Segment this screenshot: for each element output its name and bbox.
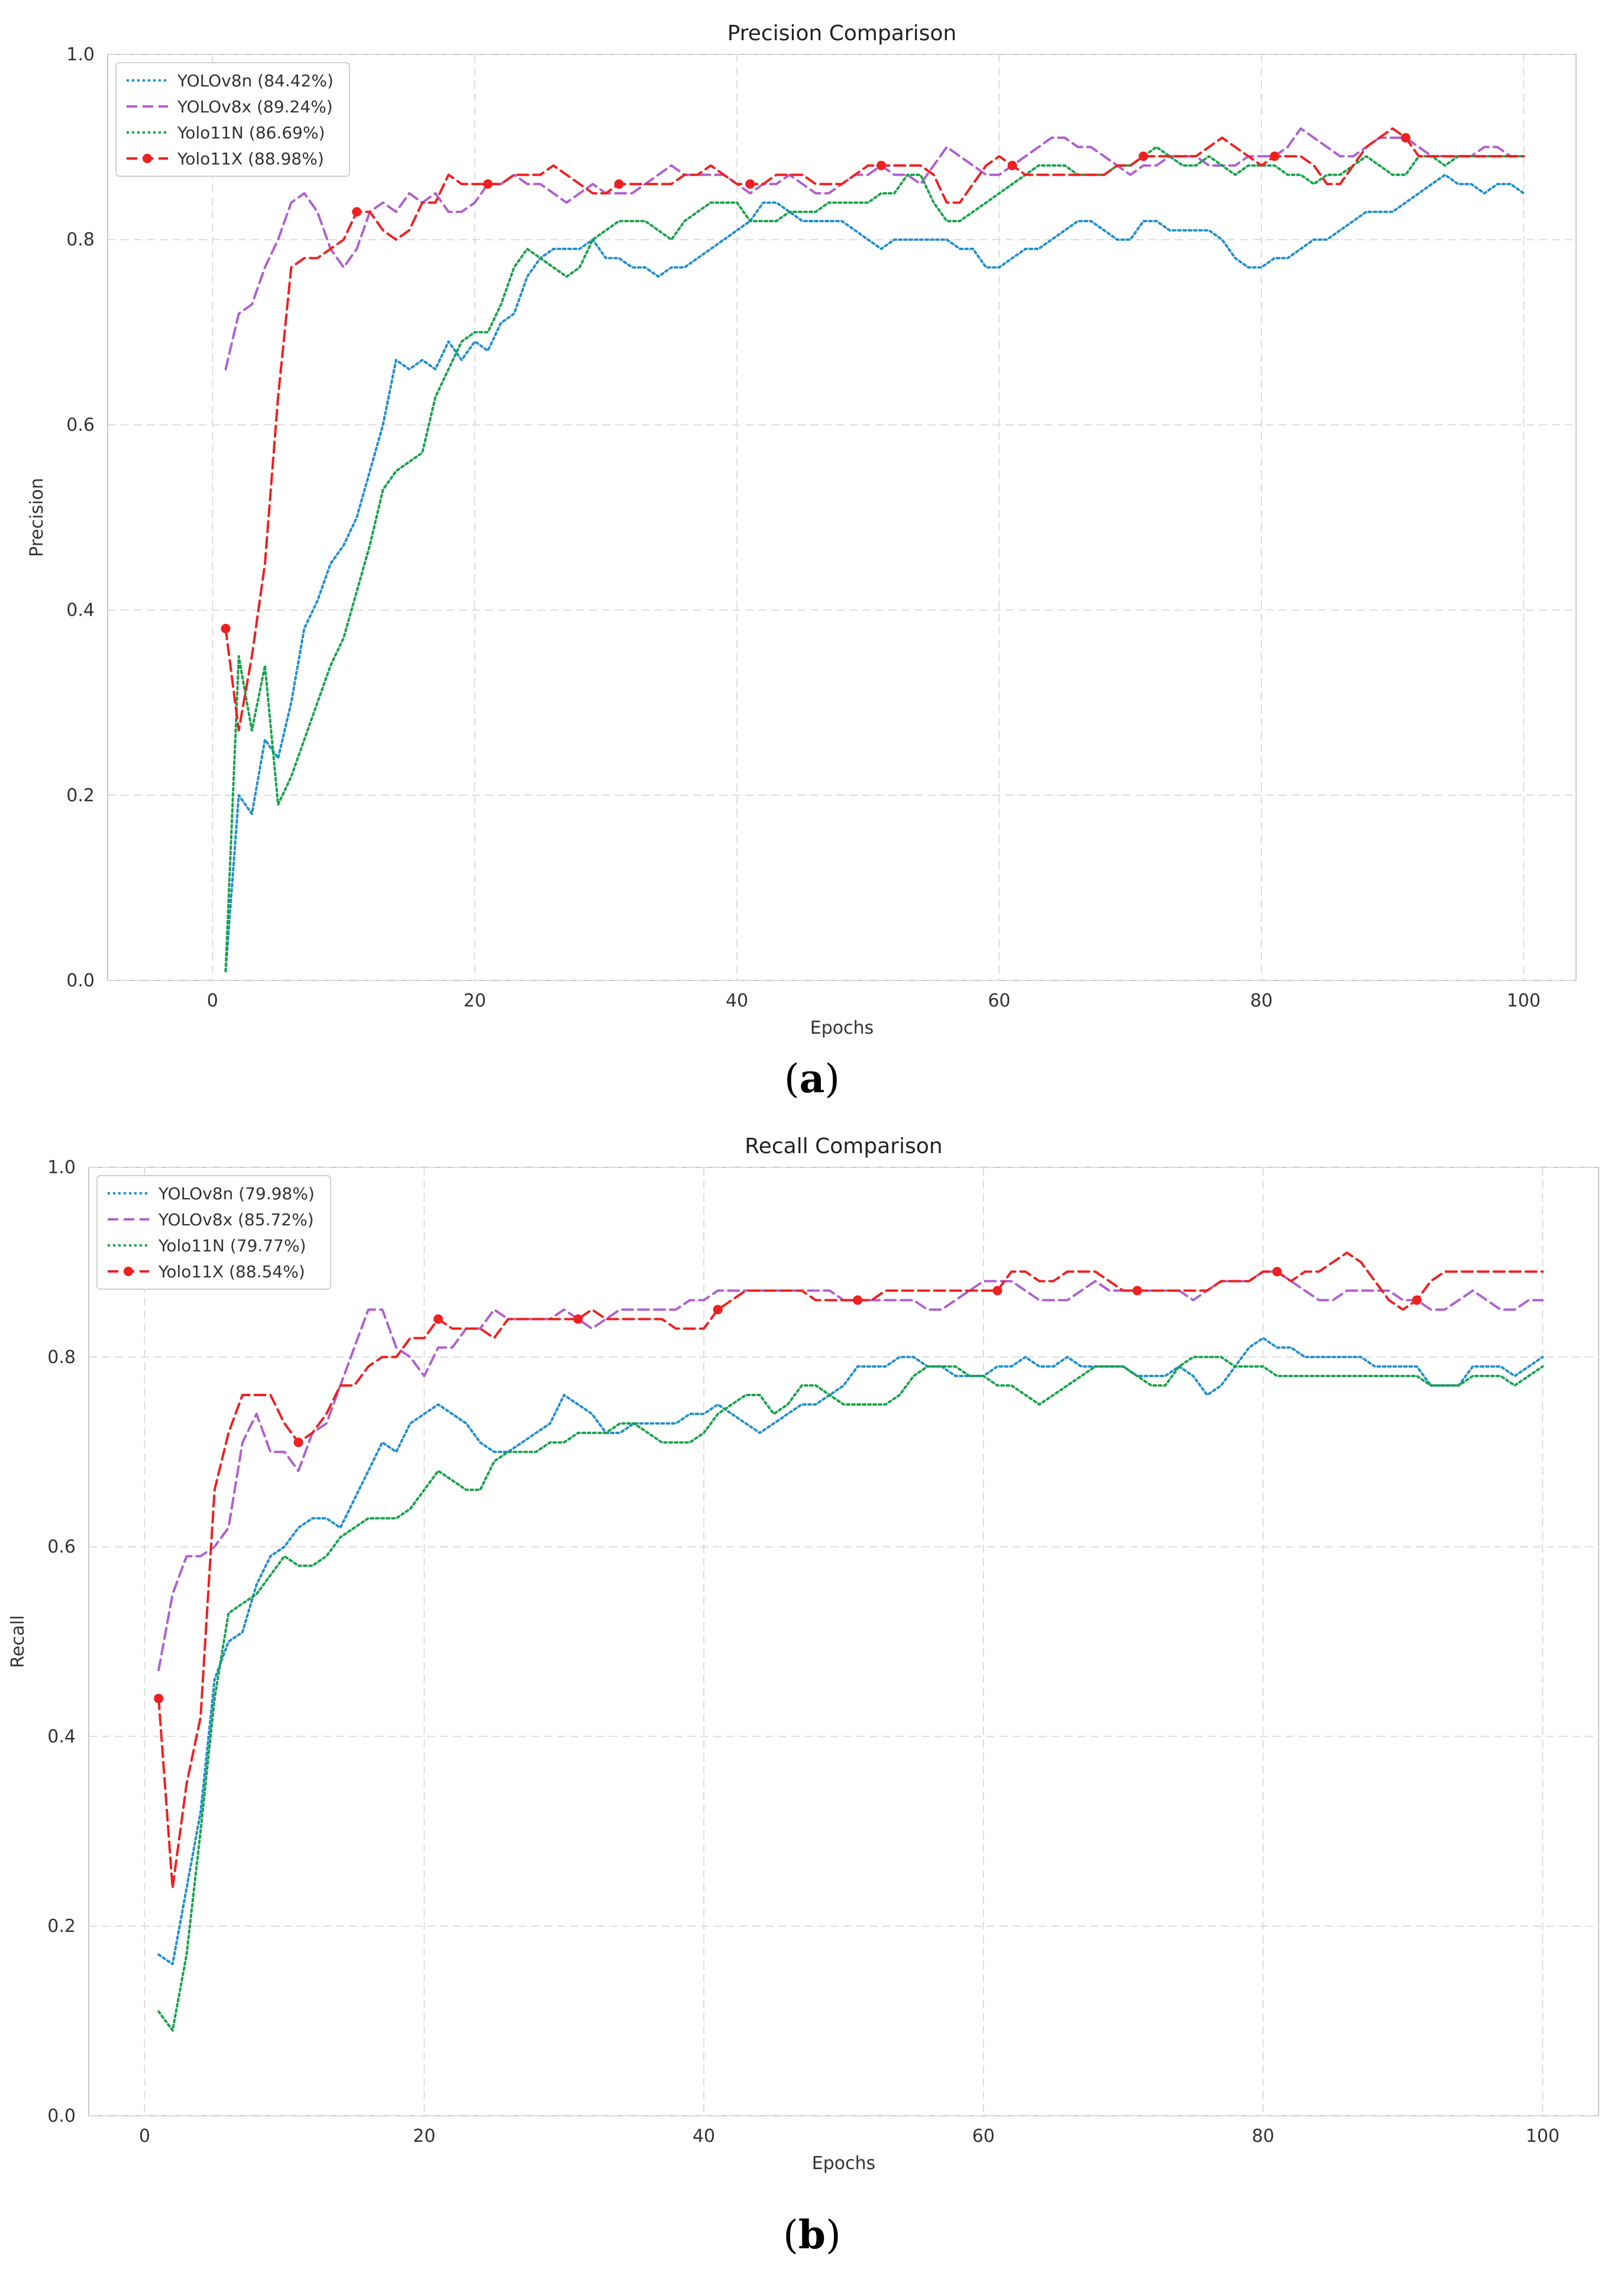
chart-title: Recall Comparison	[745, 1134, 942, 1158]
caption-a: (a)	[784, 1056, 840, 1102]
series-marker-Yolo11X	[992, 1286, 1002, 1296]
legend-label: Yolo11N (79.77%)	[158, 1236, 306, 1255]
y-tick-label: 1.0	[66, 44, 95, 65]
y-tick-label: 1.0	[47, 1157, 76, 1178]
series-marker-Yolo11X	[1400, 132, 1411, 143]
series-marker-Yolo11X	[154, 1694, 164, 1704]
caption-a-letter: a	[799, 1056, 825, 1102]
series-marker-Yolo11X	[1138, 151, 1149, 161]
y-tick-label: 0.6	[66, 415, 95, 435]
legend-marker	[143, 154, 152, 163]
legend-label: Yolo11X (88.98%)	[177, 149, 324, 169]
series-line-Yolo11N	[157, 1355, 1544, 2032]
plot-area	[107, 54, 1577, 981]
y-tick-label: 0.2	[66, 785, 95, 806]
legend-label: Yolo11X (88.54%)	[158, 1262, 305, 1281]
x-tick-label: 100	[1526, 2126, 1560, 2147]
legend-label: YOLOv8x (89.24%)	[177, 97, 333, 116]
series-marker-Yolo11X	[614, 179, 624, 189]
precision-chart: 0 20 40 60 80 100 0.0 0.2 0.4 0.6 0.8 1.0 Precision …	[27, 21, 1577, 1038]
series-marker-Yolo11X	[1412, 1295, 1422, 1305]
legend-marker	[124, 1267, 133, 1276]
x-tick-label: 60	[988, 991, 1010, 1011]
series-marker-Yolo11X	[876, 160, 887, 170]
series-marker-Yolo11X	[1007, 160, 1017, 170]
x-tick-label: 40	[726, 991, 748, 1011]
series-marker-Yolo11X	[221, 623, 231, 633]
y-tick-label: 0.8	[66, 229, 95, 250]
y-tick-label: 0.4	[47, 1726, 76, 1747]
series-marker-Yolo11X	[853, 1295, 863, 1305]
series-line-YOLOv8n	[224, 173, 1525, 973]
recall-chart: 0 20 40 60 80 100 0.0 0.2 0.4 0.6 0.8 1.0 Recall Com…	[8, 1134, 1599, 2174]
plot-area	[88, 1167, 1599, 2116]
y-tick-label: 0.0	[66, 970, 95, 991]
x-axis-label: Epochs	[810, 1018, 874, 1038]
y-tick-label: 0.4	[66, 600, 95, 621]
legend-box	[96, 1175, 331, 1290]
y-axis-label: Precision	[27, 478, 47, 557]
series-line-Yolo11X	[224, 127, 1525, 732]
series-marker-Yolo11X	[745, 179, 755, 189]
y-tick-label: 0.8	[47, 1347, 76, 1368]
series-marker-Yolo11X	[713, 1305, 723, 1315]
series-line-YOLOv8n	[157, 1336, 1544, 1966]
legend-label: YOLOv8n (79.98%)	[158, 1184, 315, 1203]
x-tick-label: 20	[464, 991, 486, 1011]
x-tick-label: 0	[207, 991, 218, 1011]
x-tick-label: 80	[1252, 2126, 1274, 2147]
caption-b-letter: b	[798, 2212, 826, 2258]
series-marker-Yolo11X	[1272, 1267, 1282, 1277]
series-line-Yolo11N	[224, 145, 1525, 973]
series-marker-Yolo11X	[573, 1314, 583, 1324]
series-marker-Yolo11X	[352, 207, 362, 217]
y-tick-label: 0.0	[47, 2106, 76, 2126]
legend-label: Yolo11N (86.69%)	[177, 123, 325, 143]
legend-box	[115, 62, 350, 177]
x-tick-label: 60	[972, 2126, 995, 2147]
chart-title: Precision Comparison	[727, 21, 957, 46]
series-line-YOLOv8x	[157, 1270, 1544, 1672]
y-tick-label: 0.2	[47, 1916, 76, 1937]
legend-label: YOLOv8x (85.72%)	[158, 1210, 314, 1229]
x-tick-label: 80	[1250, 991, 1273, 1011]
x-tick-label: 0	[139, 2126, 150, 2147]
legend-label: YOLOv8n (84.42%)	[177, 71, 334, 90]
series-line-Yolo11X	[157, 1251, 1544, 1889]
x-tick-label: 40	[693, 2126, 715, 2147]
series-marker-Yolo11X	[1132, 1286, 1142, 1296]
series-marker-Yolo11X	[293, 1438, 303, 1448]
series-marker-Yolo11X	[433, 1314, 443, 1324]
series-line-YOLOv8x	[224, 127, 1525, 371]
series-marker-Yolo11X	[1270, 151, 1280, 161]
x-axis-label: Epochs	[812, 2153, 876, 2174]
series-marker-Yolo11X	[483, 179, 493, 189]
caption-b: (b)	[783, 2212, 841, 2258]
y-axis-label: Recall	[8, 1615, 28, 1668]
y-tick-label: 0.6	[47, 1537, 76, 1558]
x-tick-label: 100	[1507, 991, 1541, 1011]
x-tick-label: 20	[413, 2126, 435, 2147]
